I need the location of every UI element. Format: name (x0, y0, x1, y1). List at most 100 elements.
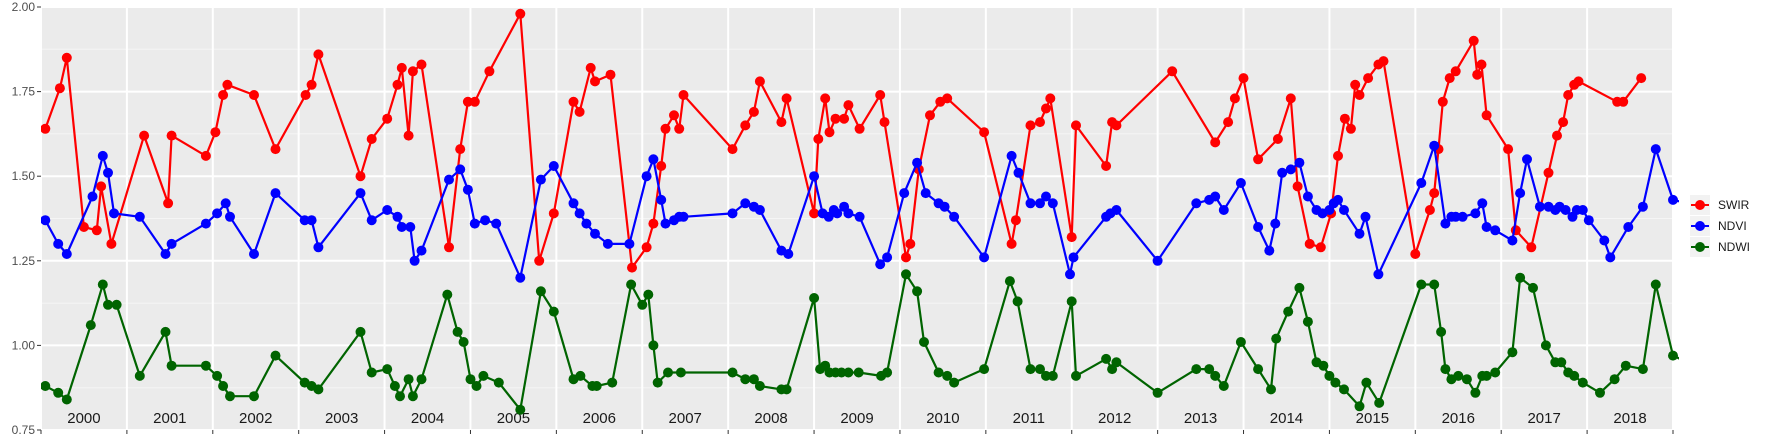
data-point (660, 123, 671, 134)
data-point (1577, 205, 1588, 215)
data-point (574, 208, 585, 219)
data-point (754, 381, 765, 391)
data-point (1111, 205, 1122, 215)
data-point (1167, 66, 1178, 77)
data-point (1534, 201, 1545, 212)
data-point (270, 144, 281, 155)
data-point (270, 350, 281, 361)
data-point (839, 113, 850, 124)
year-label: 2004 (411, 410, 444, 427)
year-label: 2009 (840, 410, 873, 427)
data-point (218, 90, 229, 100)
data-point (1152, 255, 1163, 266)
data-point (1277, 167, 1288, 178)
data-point (395, 391, 405, 402)
legend-key-point (1695, 242, 1705, 252)
series-ndwi (41, 269, 1679, 415)
data-point (979, 364, 990, 375)
data-point (1253, 222, 1264, 232)
data-point (1510, 225, 1521, 236)
data-point (444, 242, 454, 253)
data-point (678, 90, 689, 100)
data-point (1363, 73, 1374, 84)
data-point (218, 381, 229, 391)
data-point (1507, 235, 1518, 246)
x-axis (40, 430, 1674, 434)
data-point (366, 367, 377, 378)
data-point (480, 215, 491, 226)
data-point (1041, 191, 1051, 202)
data-point (225, 391, 235, 402)
data-point (85, 320, 96, 331)
data-point (166, 130, 177, 141)
data-point (1416, 279, 1427, 290)
data-point (478, 370, 489, 381)
data-point (96, 181, 107, 192)
data-point (1304, 238, 1315, 249)
data-point (306, 215, 317, 226)
data-point (1047, 370, 1058, 381)
data-point (1540, 340, 1551, 351)
data-point (1374, 397, 1385, 408)
data-point (1583, 215, 1594, 226)
data-point (727, 208, 738, 219)
data-point (748, 106, 759, 117)
data-point (1577, 377, 1588, 388)
data-point (1324, 370, 1335, 381)
data-point (535, 286, 546, 297)
data-point (1068, 252, 1079, 263)
data-point (1294, 282, 1305, 293)
y-tick-label: 1.50 (12, 169, 36, 183)
data-point (1111, 357, 1122, 368)
data-point (1339, 384, 1349, 395)
data-point (585, 62, 596, 73)
data-point (1292, 181, 1303, 192)
data-point (1470, 208, 1481, 219)
data-point (491, 218, 502, 229)
data-point (1507, 347, 1518, 358)
data-point (1450, 66, 1461, 77)
data-point (355, 171, 366, 182)
data-point (590, 76, 600, 87)
data-point (1453, 370, 1464, 381)
data-point (41, 123, 51, 134)
data-point (396, 62, 407, 73)
data-point (1360, 211, 1371, 222)
data-point (656, 194, 667, 205)
data-point (1229, 93, 1240, 104)
data-point (1668, 350, 1678, 361)
data-point (678, 211, 689, 222)
data-point (1556, 357, 1567, 368)
data-point (222, 79, 233, 90)
data-point (452, 326, 463, 337)
data-point (210, 127, 221, 138)
data-point (1361, 377, 1372, 388)
data-point (754, 205, 765, 215)
data-point (648, 154, 659, 165)
data-point (1481, 222, 1492, 232)
data-point (637, 299, 648, 310)
data-point (1763, 198, 1773, 208)
data-point (740, 374, 751, 385)
data-point (1609, 374, 1620, 385)
data-point (1270, 218, 1281, 229)
data-point (134, 370, 145, 381)
data-point (1636, 73, 1647, 84)
data-point (1354, 90, 1365, 100)
data-point (405, 222, 416, 232)
data-point (91, 225, 102, 236)
data-point (212, 208, 223, 219)
data-point (416, 245, 427, 256)
data-point (875, 259, 886, 270)
data-point (905, 238, 916, 249)
data-point (103, 167, 113, 178)
data-point (1437, 96, 1448, 107)
data-point (1283, 306, 1294, 317)
data-point (515, 404, 526, 415)
data-point (220, 198, 231, 209)
data-point (313, 49, 324, 60)
data-point (1152, 387, 1163, 398)
data-point (641, 171, 652, 182)
data-point (626, 279, 637, 290)
data-point (809, 208, 820, 219)
